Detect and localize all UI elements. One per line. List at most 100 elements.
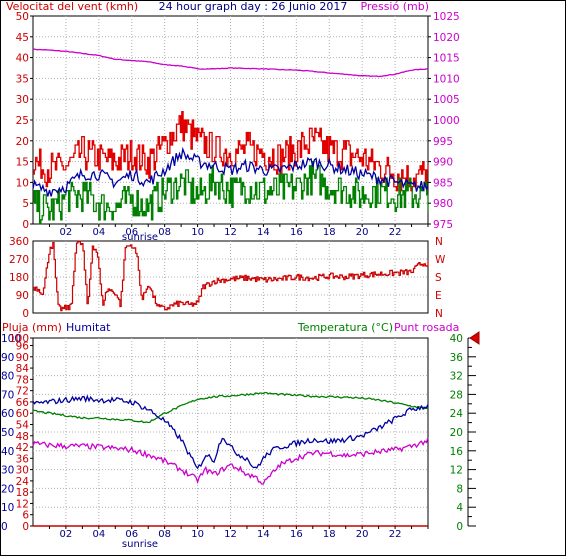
wind-y-tick: 30 xyxy=(16,94,29,106)
pressure-y-tick: 1025 xyxy=(433,11,460,23)
x-tick-label: 08 xyxy=(158,529,171,540)
wind-y-tick: 40 xyxy=(16,53,29,65)
wind-axis-label: Velocitat del vent (kmh) xyxy=(6,0,138,13)
humidity-y-tick: 36 xyxy=(16,453,30,465)
wind-y-tick: 20 xyxy=(16,136,29,148)
wind-y-tick: 45 xyxy=(16,32,29,44)
humidity-y-tick: 6 xyxy=(22,510,29,522)
sunrise-label-bottom: sunrise xyxy=(122,539,158,550)
pressure-axis-label: Pressió (mb) xyxy=(360,0,429,13)
x-tick-label: 16 xyxy=(290,529,303,540)
x-tick-label: 14 xyxy=(257,529,270,540)
sunrise-label-top: sunrise xyxy=(122,232,158,243)
compass-label: N xyxy=(435,308,443,320)
humidity-axis-label: Humitat xyxy=(66,321,111,334)
wind-y-tick: 15 xyxy=(16,157,29,169)
humidity-y-tick: 78 xyxy=(16,374,29,386)
pressure-y-tick: 1005 xyxy=(433,94,460,106)
x-tick-label: 16 xyxy=(290,227,303,238)
x-tick-label: 18 xyxy=(323,227,336,238)
wind-y-tick: 5 xyxy=(22,198,29,210)
humidity-y-tick: 18 xyxy=(16,487,29,499)
direction-y-tick: 360 xyxy=(9,236,29,248)
current-temperature-marker xyxy=(469,331,480,345)
x-tick-label: 10 xyxy=(191,227,204,238)
x-tick-label: 14 xyxy=(257,227,270,238)
humidity-y-tick: 54 xyxy=(16,419,30,431)
x-tick-label: 04 xyxy=(92,227,105,238)
humidity-y-tick: 0 xyxy=(22,521,29,533)
rain-y-tick: 100 xyxy=(1,333,21,345)
rain-y-tick: 0 xyxy=(1,521,8,533)
humidity-y-tick: 42 xyxy=(16,442,29,454)
rain-axis-label: Pluja (mm) xyxy=(2,321,62,334)
pressure-y-tick: 995 xyxy=(433,136,453,148)
wind-y-tick: 0 xyxy=(22,219,29,231)
rain-y-tick: 30 xyxy=(1,465,14,477)
x-tick-label: 02 xyxy=(60,227,73,238)
compass-label: E xyxy=(435,290,442,302)
temperature-y-tick: 28 xyxy=(450,389,463,401)
humidity-line xyxy=(32,394,429,470)
rain-y-tick: 80 xyxy=(1,371,14,383)
x-tick-label: 02 xyxy=(60,529,73,540)
chart-title: 24 hour graph day : 26 Junio 2017 xyxy=(159,0,348,13)
wind-y-tick: 10 xyxy=(16,177,29,189)
rain-y-tick: 90 xyxy=(1,352,14,364)
temperature-y-tick: 32 xyxy=(450,371,463,383)
wind-gust-line xyxy=(33,111,429,192)
humidity-y-tick: 84 xyxy=(16,363,30,375)
x-tick-label: 18 xyxy=(323,529,336,540)
humidity-y-tick: 12 xyxy=(16,498,29,510)
x-tick-label: 22 xyxy=(389,529,402,540)
direction-y-tick: 0 xyxy=(22,308,29,320)
temperature-y-tick: 0 xyxy=(456,521,463,533)
compass-label: S xyxy=(435,272,442,284)
compass-label: W xyxy=(435,254,446,266)
x-tick-label: 04 xyxy=(92,529,105,540)
x-tick-label: 06 xyxy=(125,227,138,238)
rain-y-tick: 20 xyxy=(1,483,14,495)
x-tick-label: 12 xyxy=(224,227,237,238)
temperature-y-tick: 4 xyxy=(456,502,463,514)
temperature-y-tick: 20 xyxy=(450,427,463,439)
wind-average-line xyxy=(32,146,429,197)
temperature-y-tick: 40 xyxy=(450,333,463,345)
pressure-y-tick: 1015 xyxy=(433,53,460,65)
dewpoint-axis-label: Punt rosada xyxy=(394,321,459,334)
dewpoint-line xyxy=(32,437,429,485)
x-tick-label: 20 xyxy=(356,529,369,540)
wind-min-line xyxy=(33,160,429,225)
rain-y-tick: 10 xyxy=(1,502,14,514)
humidity-y-tick: 90 xyxy=(16,352,29,364)
rain-y-tick: 50 xyxy=(1,427,14,439)
wind-y-tick: 50 xyxy=(16,11,29,23)
x-tick-label: 10 xyxy=(191,529,204,540)
compass-label: N xyxy=(435,236,443,248)
pressure-y-tick: 980 xyxy=(433,198,453,210)
x-tick-label: 06 xyxy=(125,529,138,540)
pressure-y-tick: 990 xyxy=(433,157,453,169)
rain-y-tick: 70 xyxy=(1,389,14,401)
temperature-y-tick: 24 xyxy=(450,408,464,420)
humidity-y-tick: 72 xyxy=(16,386,29,398)
pressure-y-tick: 975 xyxy=(433,219,453,231)
pressure-y-tick: 1020 xyxy=(433,32,460,44)
wind-direction-line xyxy=(33,240,429,312)
x-tick-label: 20 xyxy=(356,227,369,238)
direction-y-tick: 90 xyxy=(16,290,29,302)
humidity-y-tick: 100 xyxy=(9,333,29,345)
temperature-axis-label: Temperatura (°C) xyxy=(297,321,393,334)
pressure-y-tick: 1010 xyxy=(433,73,460,85)
temperature-y-tick: 16 xyxy=(450,446,464,458)
pressure-y-tick: 985 xyxy=(433,177,453,189)
humidity-y-tick: 24 xyxy=(16,476,30,488)
pressure-y-tick: 1000 xyxy=(433,115,460,127)
direction-y-tick: 270 xyxy=(9,254,29,266)
humidity-y-tick: 66 xyxy=(16,397,30,409)
x-tick-label: 08 xyxy=(158,227,171,238)
pressure-line xyxy=(32,48,429,78)
humidity-y-tick: 96 xyxy=(16,341,30,353)
